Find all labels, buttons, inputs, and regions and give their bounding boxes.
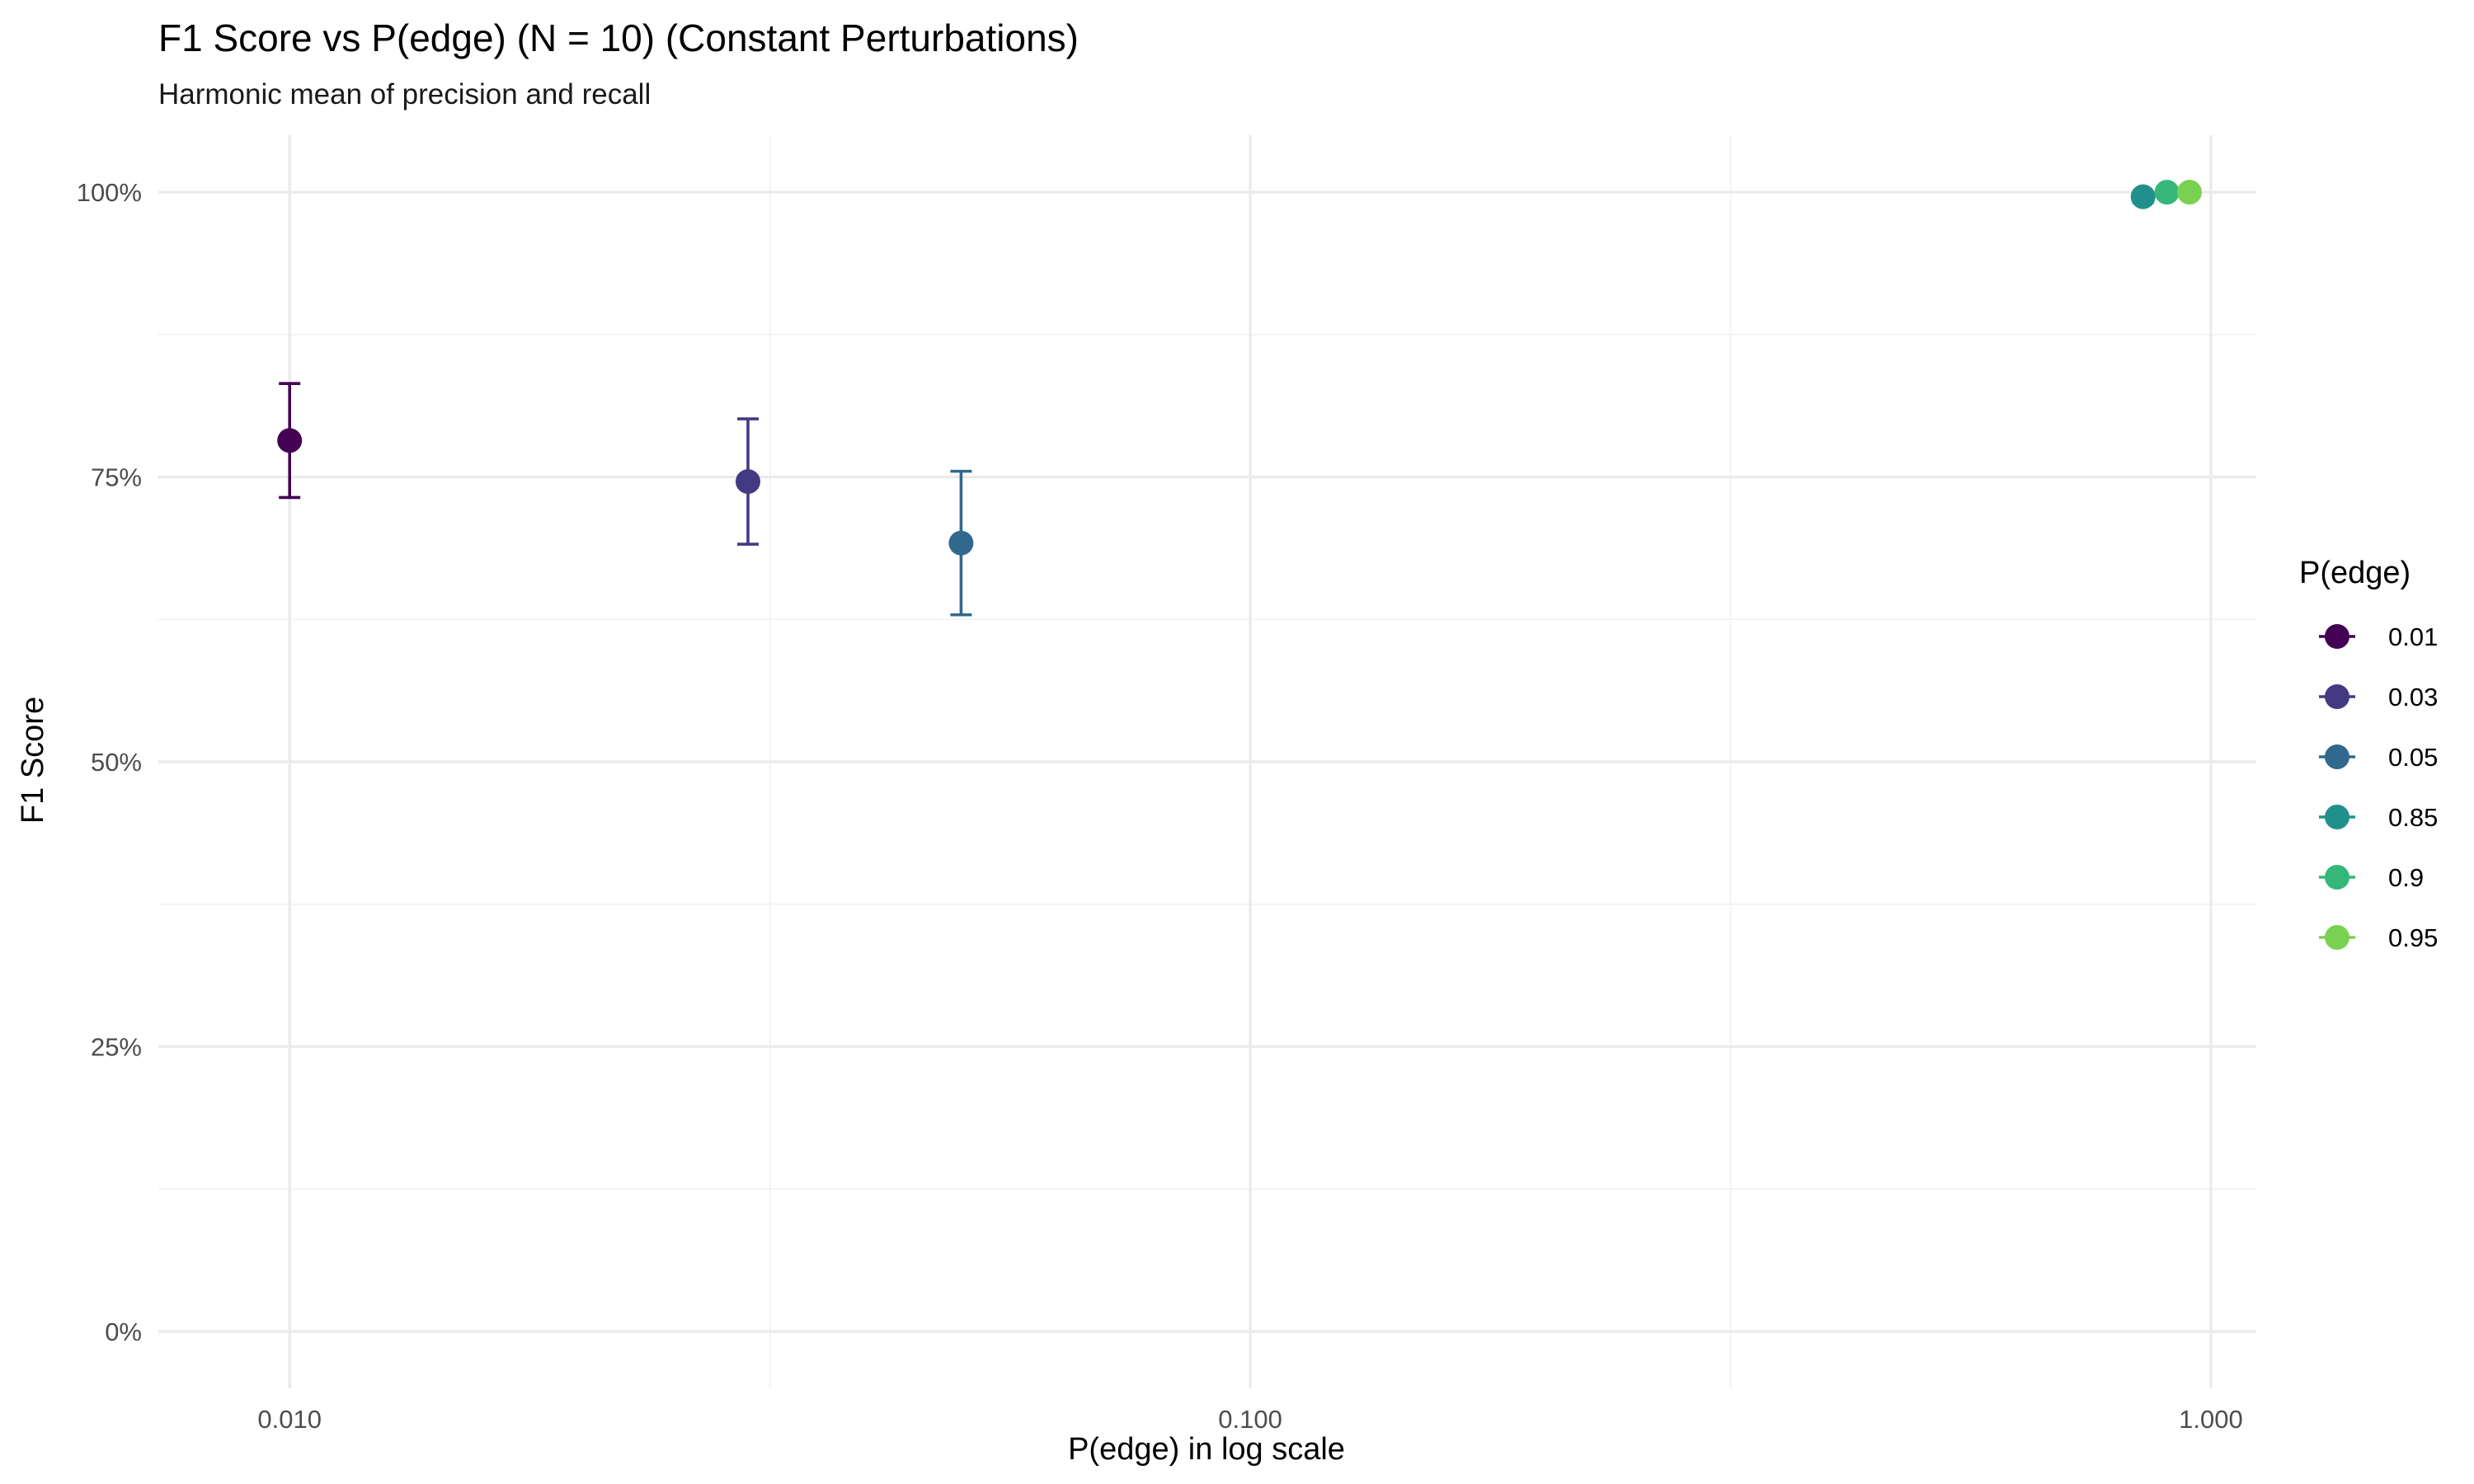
y-tick-label: 100%: [77, 178, 142, 207]
legend-key-point: [2325, 684, 2349, 709]
legend-label: 0.03: [2388, 683, 2438, 711]
y-tick-label: 50%: [91, 748, 142, 777]
data-point: [735, 469, 760, 495]
data-point: [2176, 180, 2202, 205]
data-point: [2130, 184, 2156, 209]
x-tick-label: 1.000: [2179, 1405, 2243, 1434]
legend-key-point: [2325, 865, 2349, 890]
chart-title: F1 Score vs P(edge) (N = 10) (Constant P…: [158, 16, 1079, 59]
legend-label: 0.95: [2388, 923, 2438, 952]
legend-label: 0.05: [2388, 743, 2438, 772]
legend-label: 0.9: [2388, 863, 2424, 892]
y-axis-title: F1 Score: [16, 697, 50, 824]
plot-area: 0.010 0.100 1.000 0% 25% 50% 75% 100%: [77, 135, 2256, 1434]
y-tick-label: 0%: [105, 1317, 142, 1346]
chart-subtitle: Harmonic mean of precision and recall: [158, 78, 651, 110]
legend-key-point: [2325, 744, 2349, 769]
legend-label: 0.01: [2388, 622, 2438, 651]
legend: 0.01 0.03 0.05 0.85 0.9 0.95: [2319, 622, 2438, 952]
x-axis-title: P(edge) in log scale: [1068, 1432, 1345, 1467]
x-tick-label: 0.100: [1218, 1405, 1282, 1434]
data-point: [2154, 180, 2180, 205]
legend-key-point: [2325, 805, 2349, 829]
legend-label: 0.85: [2388, 803, 2438, 832]
data-point: [277, 428, 303, 453]
legend-key-point: [2325, 925, 2349, 950]
legend-title: P(edge): [2299, 556, 2411, 590]
legend-key-point: [2325, 624, 2349, 649]
y-tick-label: 25%: [91, 1032, 142, 1061]
x-tick-label: 0.010: [257, 1405, 322, 1434]
y-tick-label: 75%: [91, 463, 142, 492]
data-point: [948, 530, 974, 556]
